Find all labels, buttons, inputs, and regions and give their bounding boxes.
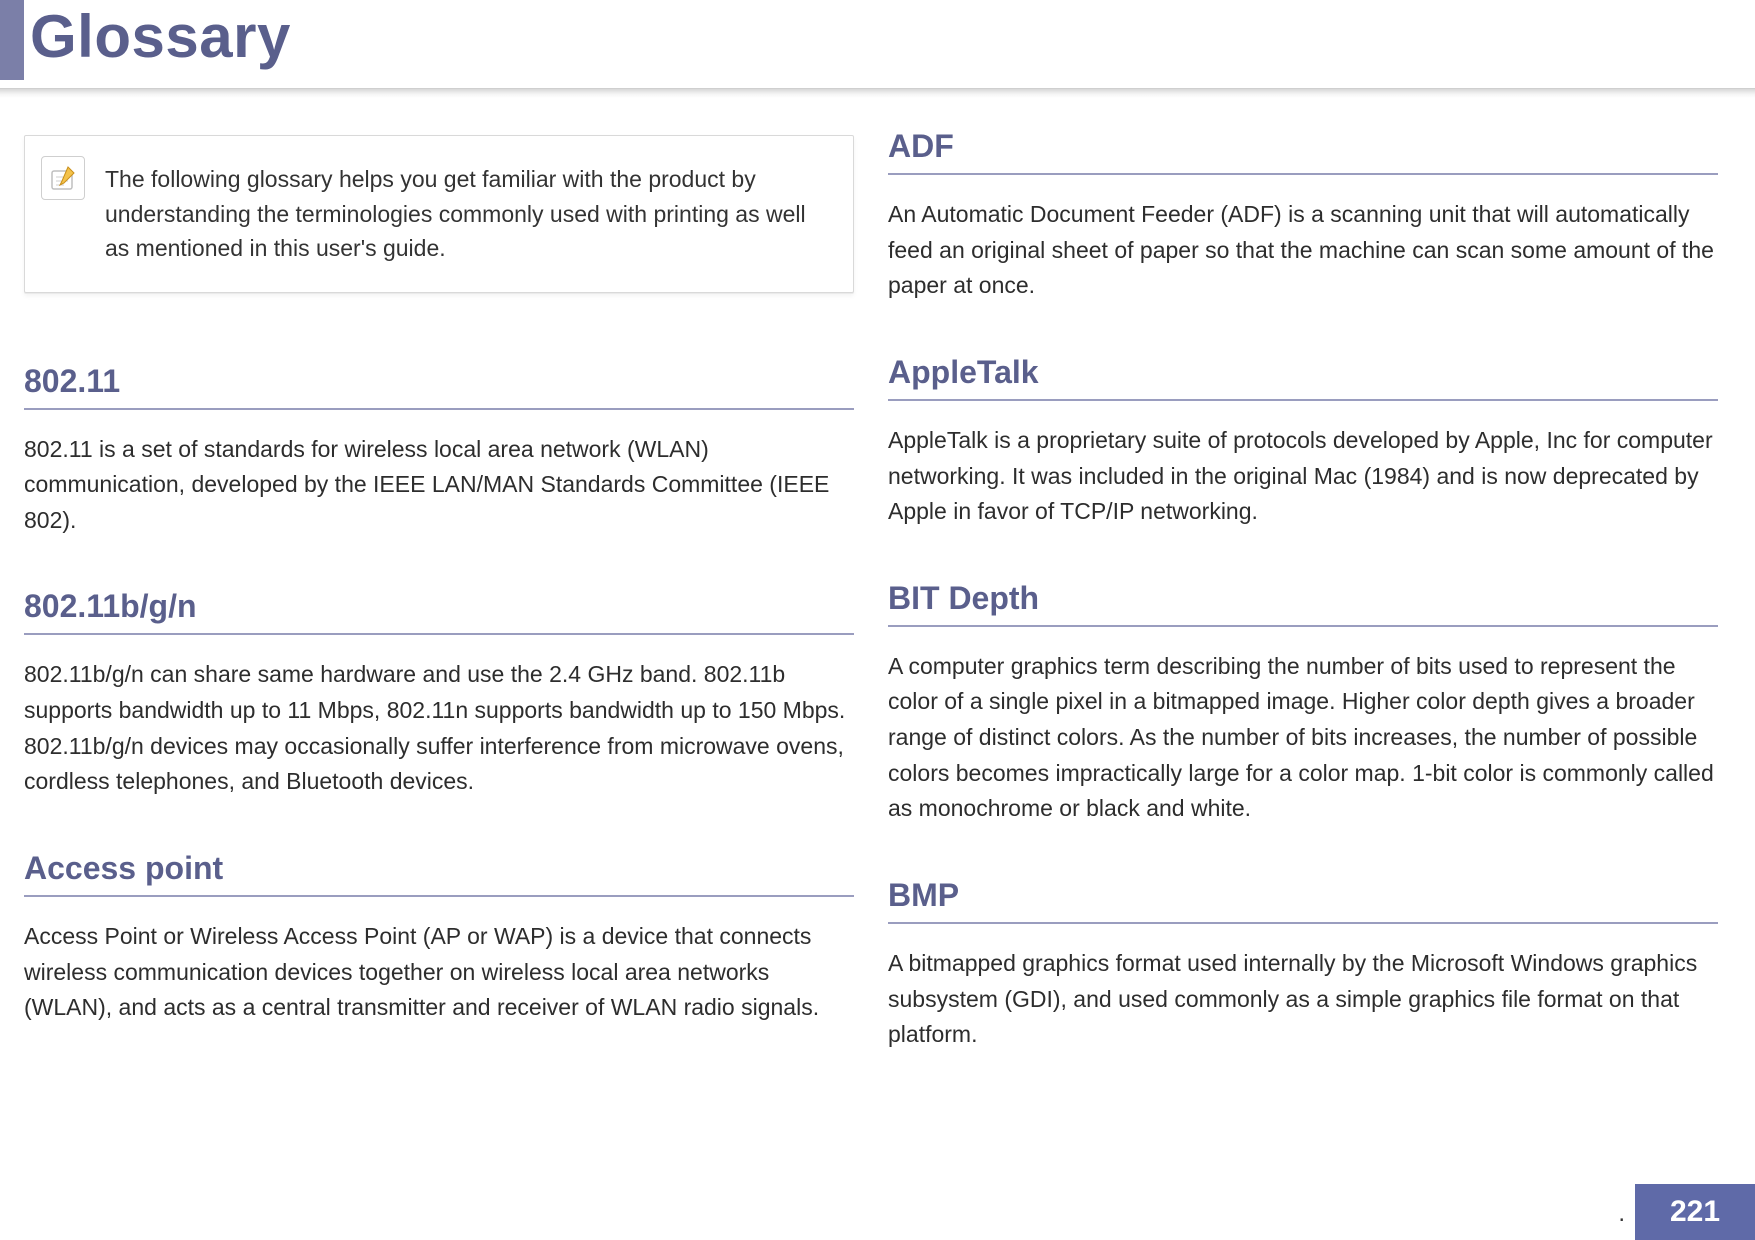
footer-dot: . (1618, 1200, 1625, 1228)
term-definition: A bitmapped graphics format used interna… (888, 946, 1718, 1053)
term-entry: BIT Depth A computer graphics term descr… (888, 580, 1718, 827)
term-heading: BMP (888, 877, 1718, 924)
term-entry: ADF An Automatic Document Feeder (ADF) i… (888, 128, 1718, 304)
term-heading: BIT Depth (888, 580, 1718, 627)
term-definition: AppleTalk is a proprietary suite of prot… (888, 423, 1718, 530)
term-definition: An Automatic Document Feeder (ADF) is a … (888, 197, 1718, 304)
note-box: The following glossary helps you get fam… (24, 135, 854, 293)
term-definition: 802.11b/g/n can share same hardware and … (24, 657, 854, 800)
term-heading: AppleTalk (888, 354, 1718, 401)
note-pencil-icon (41, 156, 85, 200)
term-entry: 802.11 802.11 is a set of standards for … (24, 363, 854, 539)
term-entry: 802.11b/g/n 802.11b/g/n can share same h… (24, 588, 854, 800)
term-definition: 802.11 is a set of standards for wireles… (24, 432, 854, 539)
title-rule (0, 88, 1755, 98)
term-definition: Access Point or Wireless Access Point (A… (24, 919, 854, 1026)
term-heading: 802.11b/g/n (24, 588, 854, 635)
column-left: The following glossary helps you get fam… (24, 135, 854, 1076)
term-entry: Access point Access Point or Wireless Ac… (24, 850, 854, 1026)
page-title: Glossary (30, 2, 291, 71)
note-text: The following glossary helps you get fam… (105, 162, 829, 266)
term-heading: 802.11 (24, 363, 854, 410)
sidebar-stripe (0, 0, 24, 80)
term-entry: BMP A bitmapped graphics format used int… (888, 877, 1718, 1053)
term-definition: A computer graphics term describing the … (888, 649, 1718, 827)
term-heading: Access point (24, 850, 854, 897)
column-right: ADF An Automatic Document Feeder (ADF) i… (888, 128, 1718, 1103)
term-entry: AppleTalk AppleTalk is a proprietary sui… (888, 354, 1718, 530)
page-number-badge: 221 (1635, 1184, 1755, 1240)
term-heading: ADF (888, 128, 1718, 175)
